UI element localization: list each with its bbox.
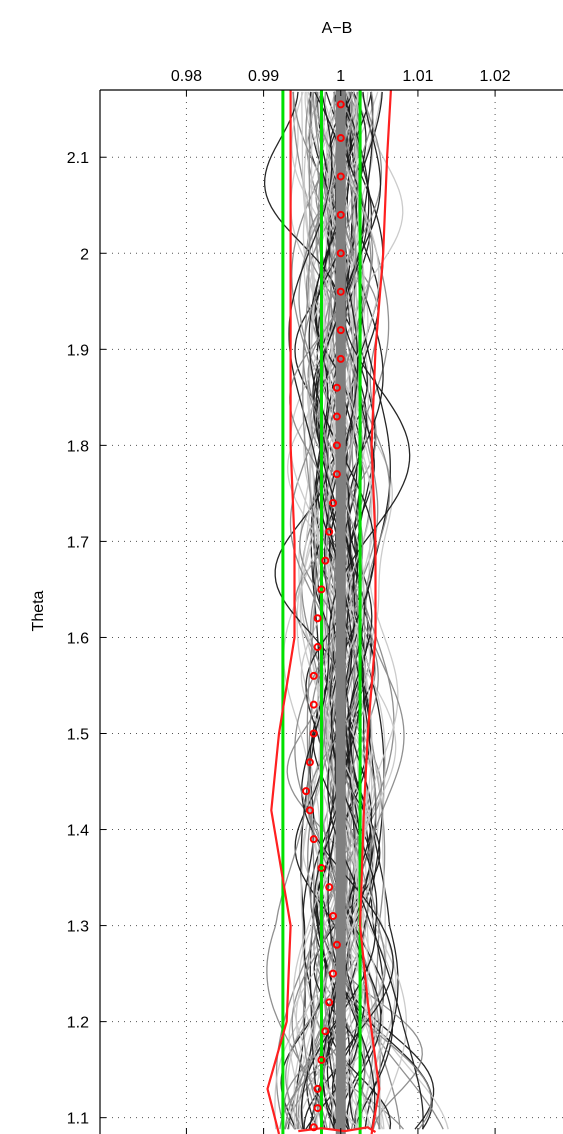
data-marker <box>336 134 345 143</box>
y-tick-label: 1.1 <box>67 1111 89 1128</box>
data-marker <box>313 643 322 652</box>
ensemble-line <box>298 91 381 1130</box>
data-marker <box>305 758 314 767</box>
x-tick-label: 1.01 <box>402 68 433 85</box>
data-marker <box>332 470 341 479</box>
y-tick-label: 1.8 <box>67 438 89 455</box>
data-marker <box>332 441 341 450</box>
ensemble-line <box>289 91 432 1130</box>
y-tick-label: 1.4 <box>67 823 89 840</box>
y-axis-label: Theta <box>30 590 47 631</box>
data-marker <box>329 969 338 978</box>
data-marker <box>317 1056 326 1065</box>
data-marker <box>336 210 345 219</box>
ensemble-line <box>302 91 325 1130</box>
data-marker <box>313 614 322 623</box>
data-marker <box>336 354 345 363</box>
data-marker <box>321 556 330 565</box>
data-marker <box>336 249 345 258</box>
data-marker <box>332 412 341 421</box>
y-tick-label: 1.9 <box>67 342 89 359</box>
ensemble-line <box>309 91 385 1130</box>
data-marker <box>325 998 334 1007</box>
data-marker <box>313 1084 322 1093</box>
data-marker <box>317 585 326 594</box>
ensemble-lines <box>263 91 449 1130</box>
data-marker <box>309 700 318 709</box>
data-marker <box>336 172 345 181</box>
data-marker <box>305 806 314 815</box>
ensemble-line <box>284 91 364 1130</box>
y-tick-label: 1.3 <box>67 919 89 936</box>
data-marker <box>309 729 318 738</box>
x-tick-label: 1.02 <box>480 68 511 85</box>
y-tick-label: 1.5 <box>67 726 89 743</box>
y-tick-label: 1.7 <box>67 534 89 551</box>
axes: 0.98 0.99 1 1.01 1.02 1.1 1.2 1.3 1.4 1.5 1.6 1.7 1.… <box>67 68 563 1134</box>
data-marker <box>313 1104 322 1113</box>
y-tick-label: 1.6 <box>67 630 89 647</box>
series-lines <box>266 89 392 1134</box>
data-marker <box>325 527 334 536</box>
data-marker <box>336 326 345 335</box>
ensemble-line <box>307 91 375 1130</box>
x-tick-label: 0.98 <box>171 68 202 85</box>
red-series-line <box>298 1126 377 1134</box>
data-marker <box>336 287 345 296</box>
ensemble-line <box>292 91 349 1130</box>
marker-series <box>302 100 345 1132</box>
data-marker <box>317 863 326 872</box>
data-marker <box>325 883 334 892</box>
data-marker <box>309 671 318 680</box>
data-marker <box>309 835 318 844</box>
red-series-line <box>358 89 392 1134</box>
y-tick-label: 1.2 <box>67 1015 89 1032</box>
y-tick-label: 2 <box>80 246 89 263</box>
data-marker <box>309 1123 318 1132</box>
data-marker <box>332 940 341 949</box>
x-tick-label: 1 <box>336 68 345 85</box>
ensemble-line <box>288 91 424 1130</box>
red-series-line <box>266 90 296 1134</box>
data-marker <box>302 787 311 796</box>
ensemble-line <box>279 91 405 1130</box>
x-tick-label: 0.99 <box>248 68 279 85</box>
data-marker <box>329 911 338 920</box>
ensemble-line <box>307 91 359 1130</box>
data-marker <box>336 100 345 109</box>
data-marker <box>321 1027 330 1036</box>
data-marker <box>332 383 341 392</box>
y-tick-label: 2.1 <box>67 150 89 167</box>
data-marker <box>329 498 338 507</box>
chart-title: A−B <box>322 20 353 37</box>
